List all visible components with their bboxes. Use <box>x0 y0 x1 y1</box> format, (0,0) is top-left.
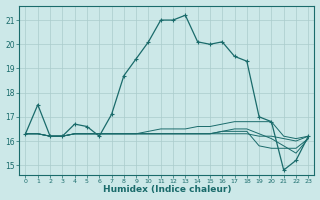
X-axis label: Humidex (Indice chaleur): Humidex (Indice chaleur) <box>103 185 231 194</box>
